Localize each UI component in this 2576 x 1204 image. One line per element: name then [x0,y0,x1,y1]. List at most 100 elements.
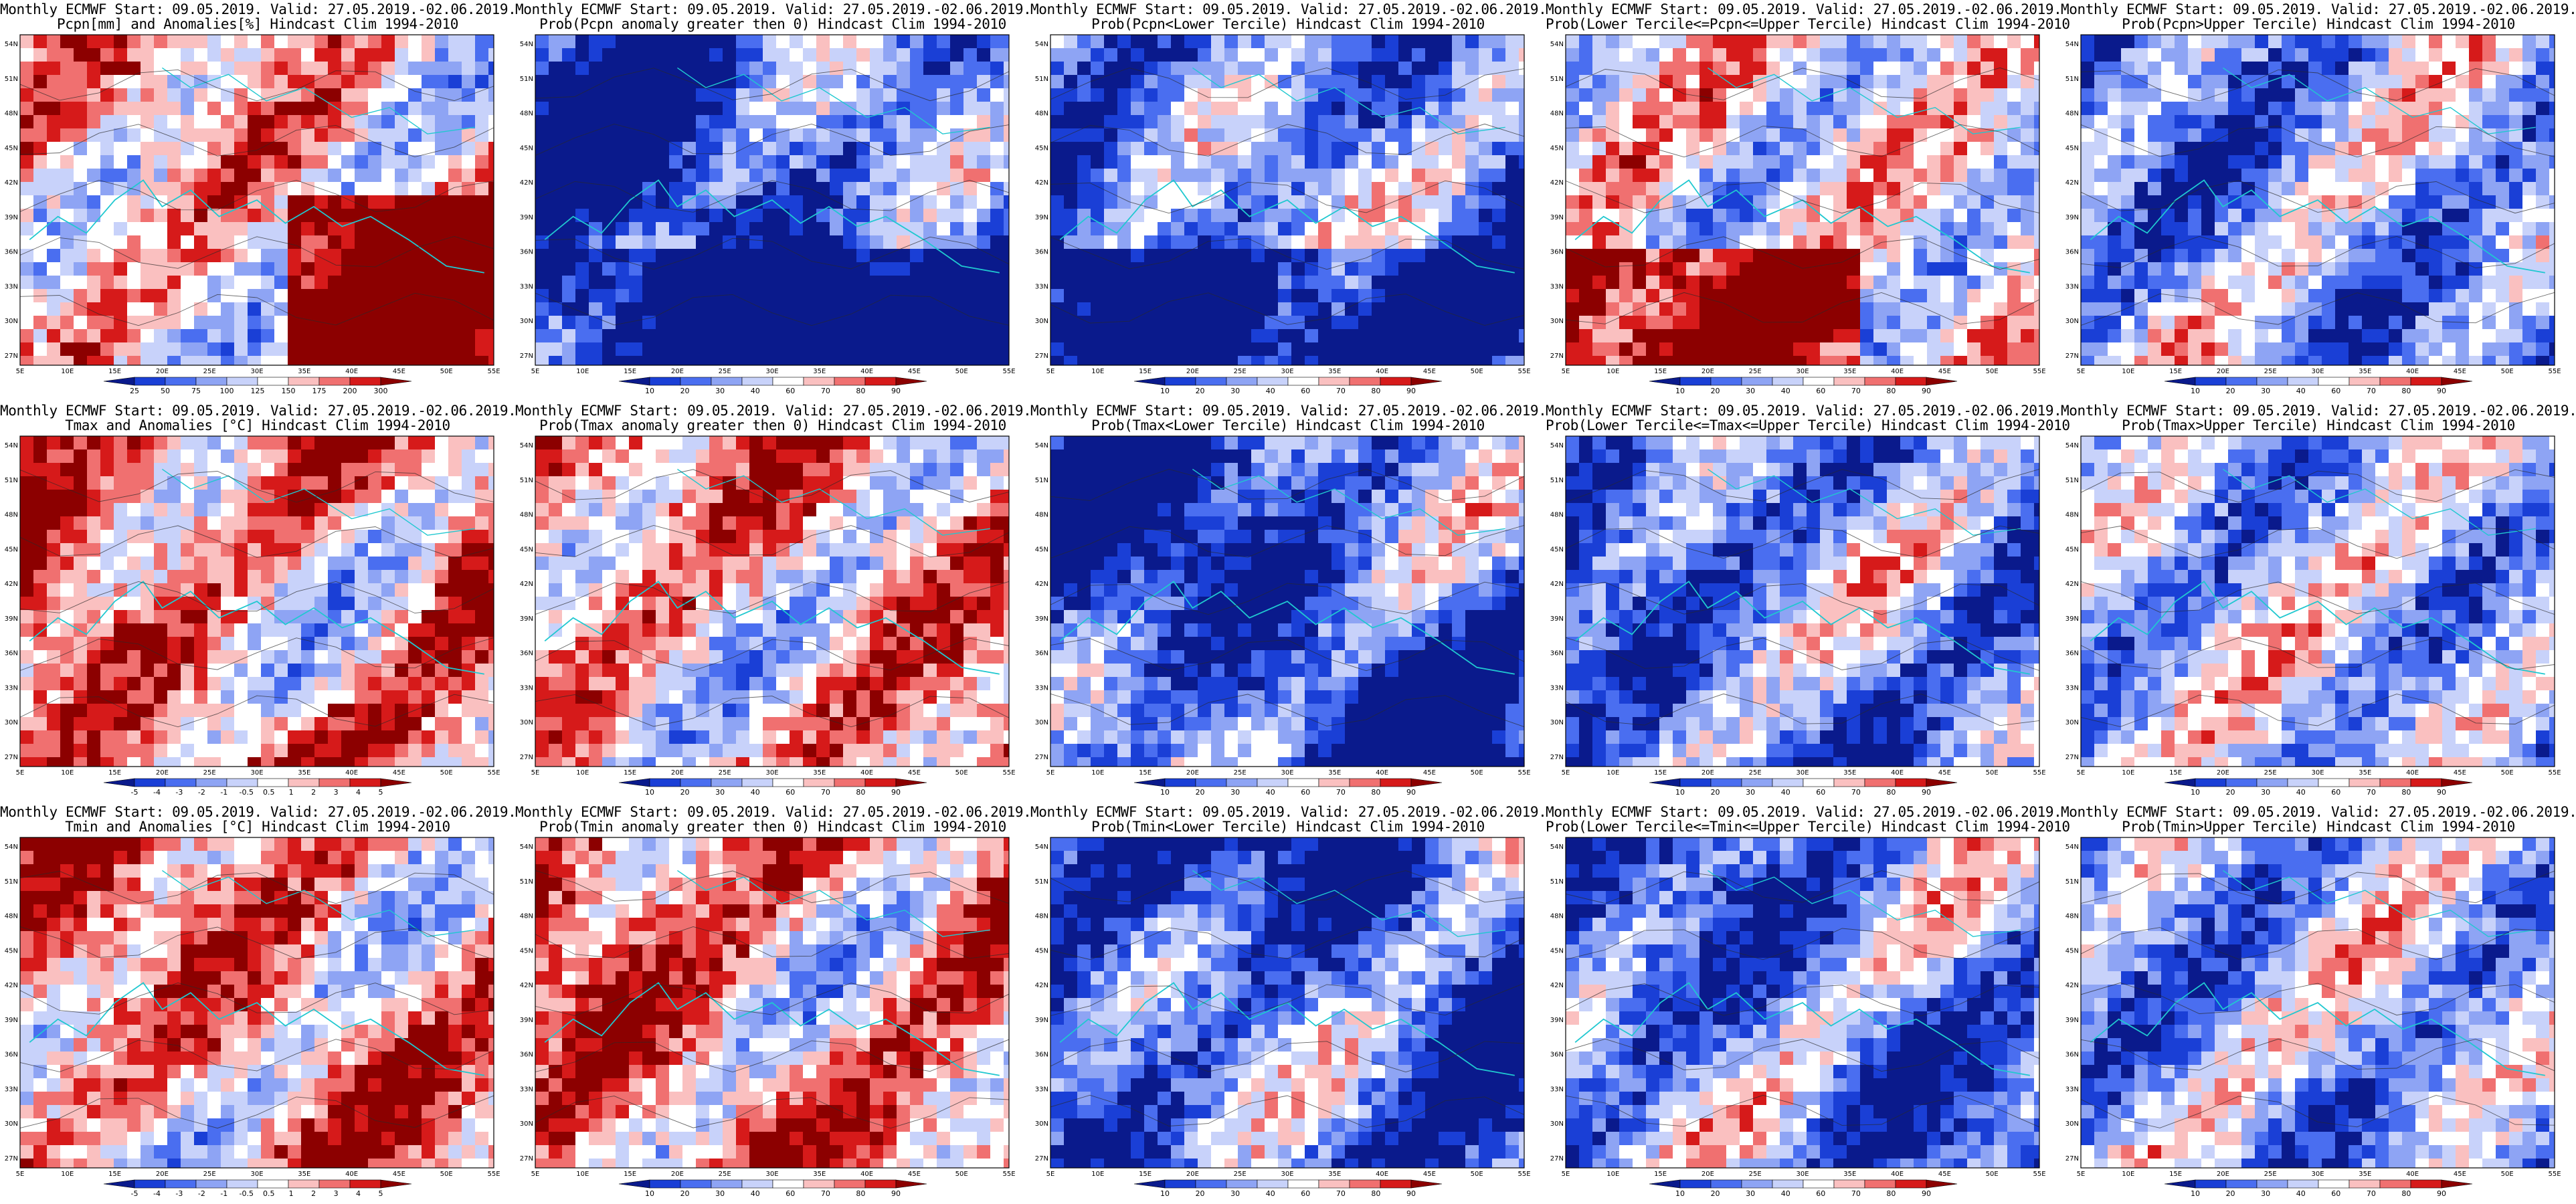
colorbar: 10 20 30 40 60 70 80 90 [2164,1179,2473,1198]
lon-tick-label: 40E [860,769,873,777]
lon-tick-label: 20E [1186,368,1199,375]
contour-line [2081,292,2555,326]
colorbar-label: 100 [220,387,234,395]
colorbar-label: 20 [1711,788,1720,797]
colorbar-label: 80 [2401,387,2411,395]
lat-tick-label: 48N [5,110,18,118]
lon-tick-label: 5E [1046,368,1055,375]
map-panel: Monthly ECMWF Start: 09.05.2019. Valid: … [0,401,517,803]
colorbar-swatch [103,377,135,386]
lon-tick-label: 50E [440,368,453,375]
colorbar-label: 30 [1746,1189,1755,1198]
map-frame [2080,435,2555,767]
colorbar-label: -2 [198,788,205,797]
map-frame [1565,435,2040,767]
colorbar: 10 20 30 40 60 70 80 90 [618,1179,927,1198]
lon-tick-label: 40E [345,769,358,777]
lon-tick-label: 5E [16,1171,25,1178]
lon-tick-label: 25E [1749,1171,1762,1178]
field-shading [535,837,1009,1168]
colorbar-label: 1 [289,788,294,797]
lon-tick-label: 10E [576,1171,589,1178]
field-shading [1566,837,2039,1168]
colorbar-label: 40 [751,788,760,797]
colorbar-label: 90 [2437,1189,2446,1198]
lat-tick-label: 36N [1550,1051,1564,1059]
map-canvas: 54N 51N 48N 45N 42N 39N 36N 33N 30N 27N 5E 10E 15E 20… [2065,34,2561,395]
colorbar-swatch [1926,1179,1958,1189]
colorbar-label: 80 [856,788,865,797]
contour-line [1566,870,2039,904]
colorbar-swatch [1864,1179,1896,1189]
lat-tick-label: 27N [2065,353,2079,360]
colorbar-label: 30 [715,387,725,395]
colorbar-swatch [257,1179,289,1189]
lat-tick-label: 48N [1550,512,1564,519]
panel-title: Monthly ECMWF Start: 09.05.2019. Valid: … [2061,804,2576,820]
colorbar-swatch [1164,778,1196,787]
lat-tick-label: 54N [520,41,533,48]
map-canvas: 54N 51N 48N 45N 42N 39N 36N 33N 30N 27N 5E 10E 15E 20… [1550,837,2046,1198]
lon-tick-label: 50E [2501,368,2514,375]
panel-subtitle: Pcpn[mm] and Anomalies[%] Hindcast Clim … [57,16,458,32]
lat-tick-label: 45N [1550,947,1564,955]
colorbar-swatch [2318,1179,2350,1189]
colorbar-label: -3 [175,1189,183,1198]
coastline [676,870,990,937]
map-panel: Monthly ECMWF Start: 09.05.2019. Valid: … [515,0,1032,401]
colorbar-label: 70 [1851,788,1861,797]
colorbar-label: 10 [645,1189,654,1198]
panel-title: Monthly ECMWF Start: 09.05.2019. Valid: … [1546,804,2062,820]
lon-tick-label: 5E [2077,769,2086,777]
lon-tick-label: 15E [2169,368,2182,375]
colorbar-swatch [1133,1179,1166,1189]
lon-tick-label: 20E [156,769,169,777]
coastline [29,581,484,675]
contour-line [1566,983,2039,1017]
colorbar-label: 20 [1711,1189,1720,1198]
colorbar-swatch [772,377,804,386]
colorbar-label: 50 [161,387,170,395]
lon-tick-label: 35E [2359,1171,2371,1178]
contour-line [535,469,1009,503]
panel-subtitle: Tmax and Anomalies [°C] Hindcast Clim 19… [65,417,450,433]
colorbar-label: 70 [1851,1189,1861,1198]
colorbar-swatch [2410,1179,2442,1189]
lon-tick-label: 55E [1002,1171,1015,1178]
lon-tick-label: 35E [298,769,310,777]
colorbar-label: 40 [1266,788,1275,797]
lon-tick-label: 40E [1376,1171,1388,1178]
colorbar-label: 10 [2191,1189,2200,1198]
lon-tick-label: 35E [1328,1171,1341,1178]
contour-line [535,179,1009,213]
lon-tick-label: 45E [1423,1171,1436,1178]
colorbar-swatch [1833,377,1865,386]
colorbar-swatch [1803,1179,1835,1189]
colorbar-label: 75 [191,387,201,395]
colorbar-swatch [103,1179,135,1189]
lat-tick-label: 42N [1550,982,1564,989]
lat-tick-label: 42N [5,179,18,187]
colorbar-swatch [165,778,197,787]
lat-tick-label: 30N [1035,318,1048,325]
map-frame [1565,837,2040,1169]
colorbar-label: 20 [1196,1189,1205,1198]
panel-title: Monthly ECMWF Start: 09.05.2019. Valid: … [1546,403,2062,419]
colorbar-label: 20 [1196,387,1205,395]
colorbar-label: 20 [2226,387,2235,395]
map-canvas: 54N 51N 48N 45N 42N 39N 36N 33N 30N 27N 5E 10E 15E 20… [1035,837,1531,1198]
colorbar-swatch [1133,377,1166,386]
lon-tick-label: 55E [2033,368,2045,375]
lat-tick-label: 51N [2065,878,2079,886]
colorbar-swatch [895,377,927,386]
lon-tick-label: 40E [1891,1171,1904,1178]
lat-tick-label: 39N [1035,214,1048,221]
lon-tick-label: 15E [624,1171,636,1178]
colorbar-label: 10 [1160,387,1170,395]
colorbar-swatch [2225,377,2258,386]
lon-tick-label: 45E [1938,1171,1951,1178]
colorbar-swatch [2318,377,2350,386]
lon-tick-label: 50E [440,1171,453,1178]
colorbar-label: 10 [1675,1189,1685,1198]
contour-line [535,236,1009,270]
